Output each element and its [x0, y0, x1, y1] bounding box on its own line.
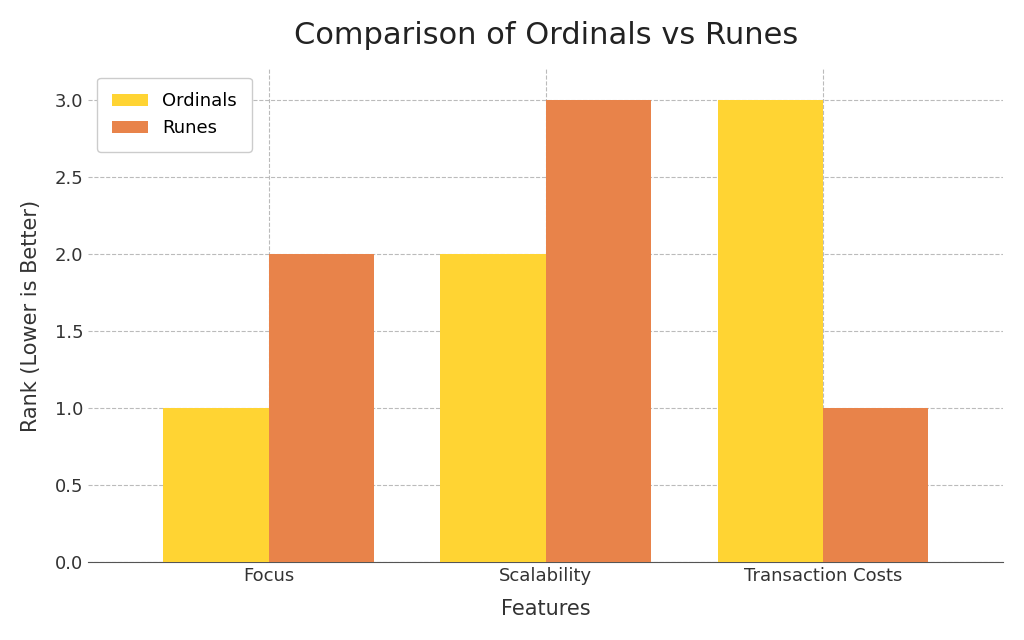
- Bar: [823, 408, 929, 563]
- X-axis label: Features: Features: [501, 599, 591, 619]
- Bar: [718, 100, 823, 563]
- Bar: [268, 254, 374, 563]
- Y-axis label: Rank (Lower is Better): Rank (Lower is Better): [20, 200, 41, 432]
- Legend: Ordinals, Runes: Ordinals, Runes: [97, 78, 252, 152]
- Bar: [163, 408, 268, 563]
- Bar: [546, 100, 651, 563]
- Title: Comparison of Ordinals vs Runes: Comparison of Ordinals vs Runes: [294, 21, 798, 50]
- Bar: [440, 254, 546, 563]
